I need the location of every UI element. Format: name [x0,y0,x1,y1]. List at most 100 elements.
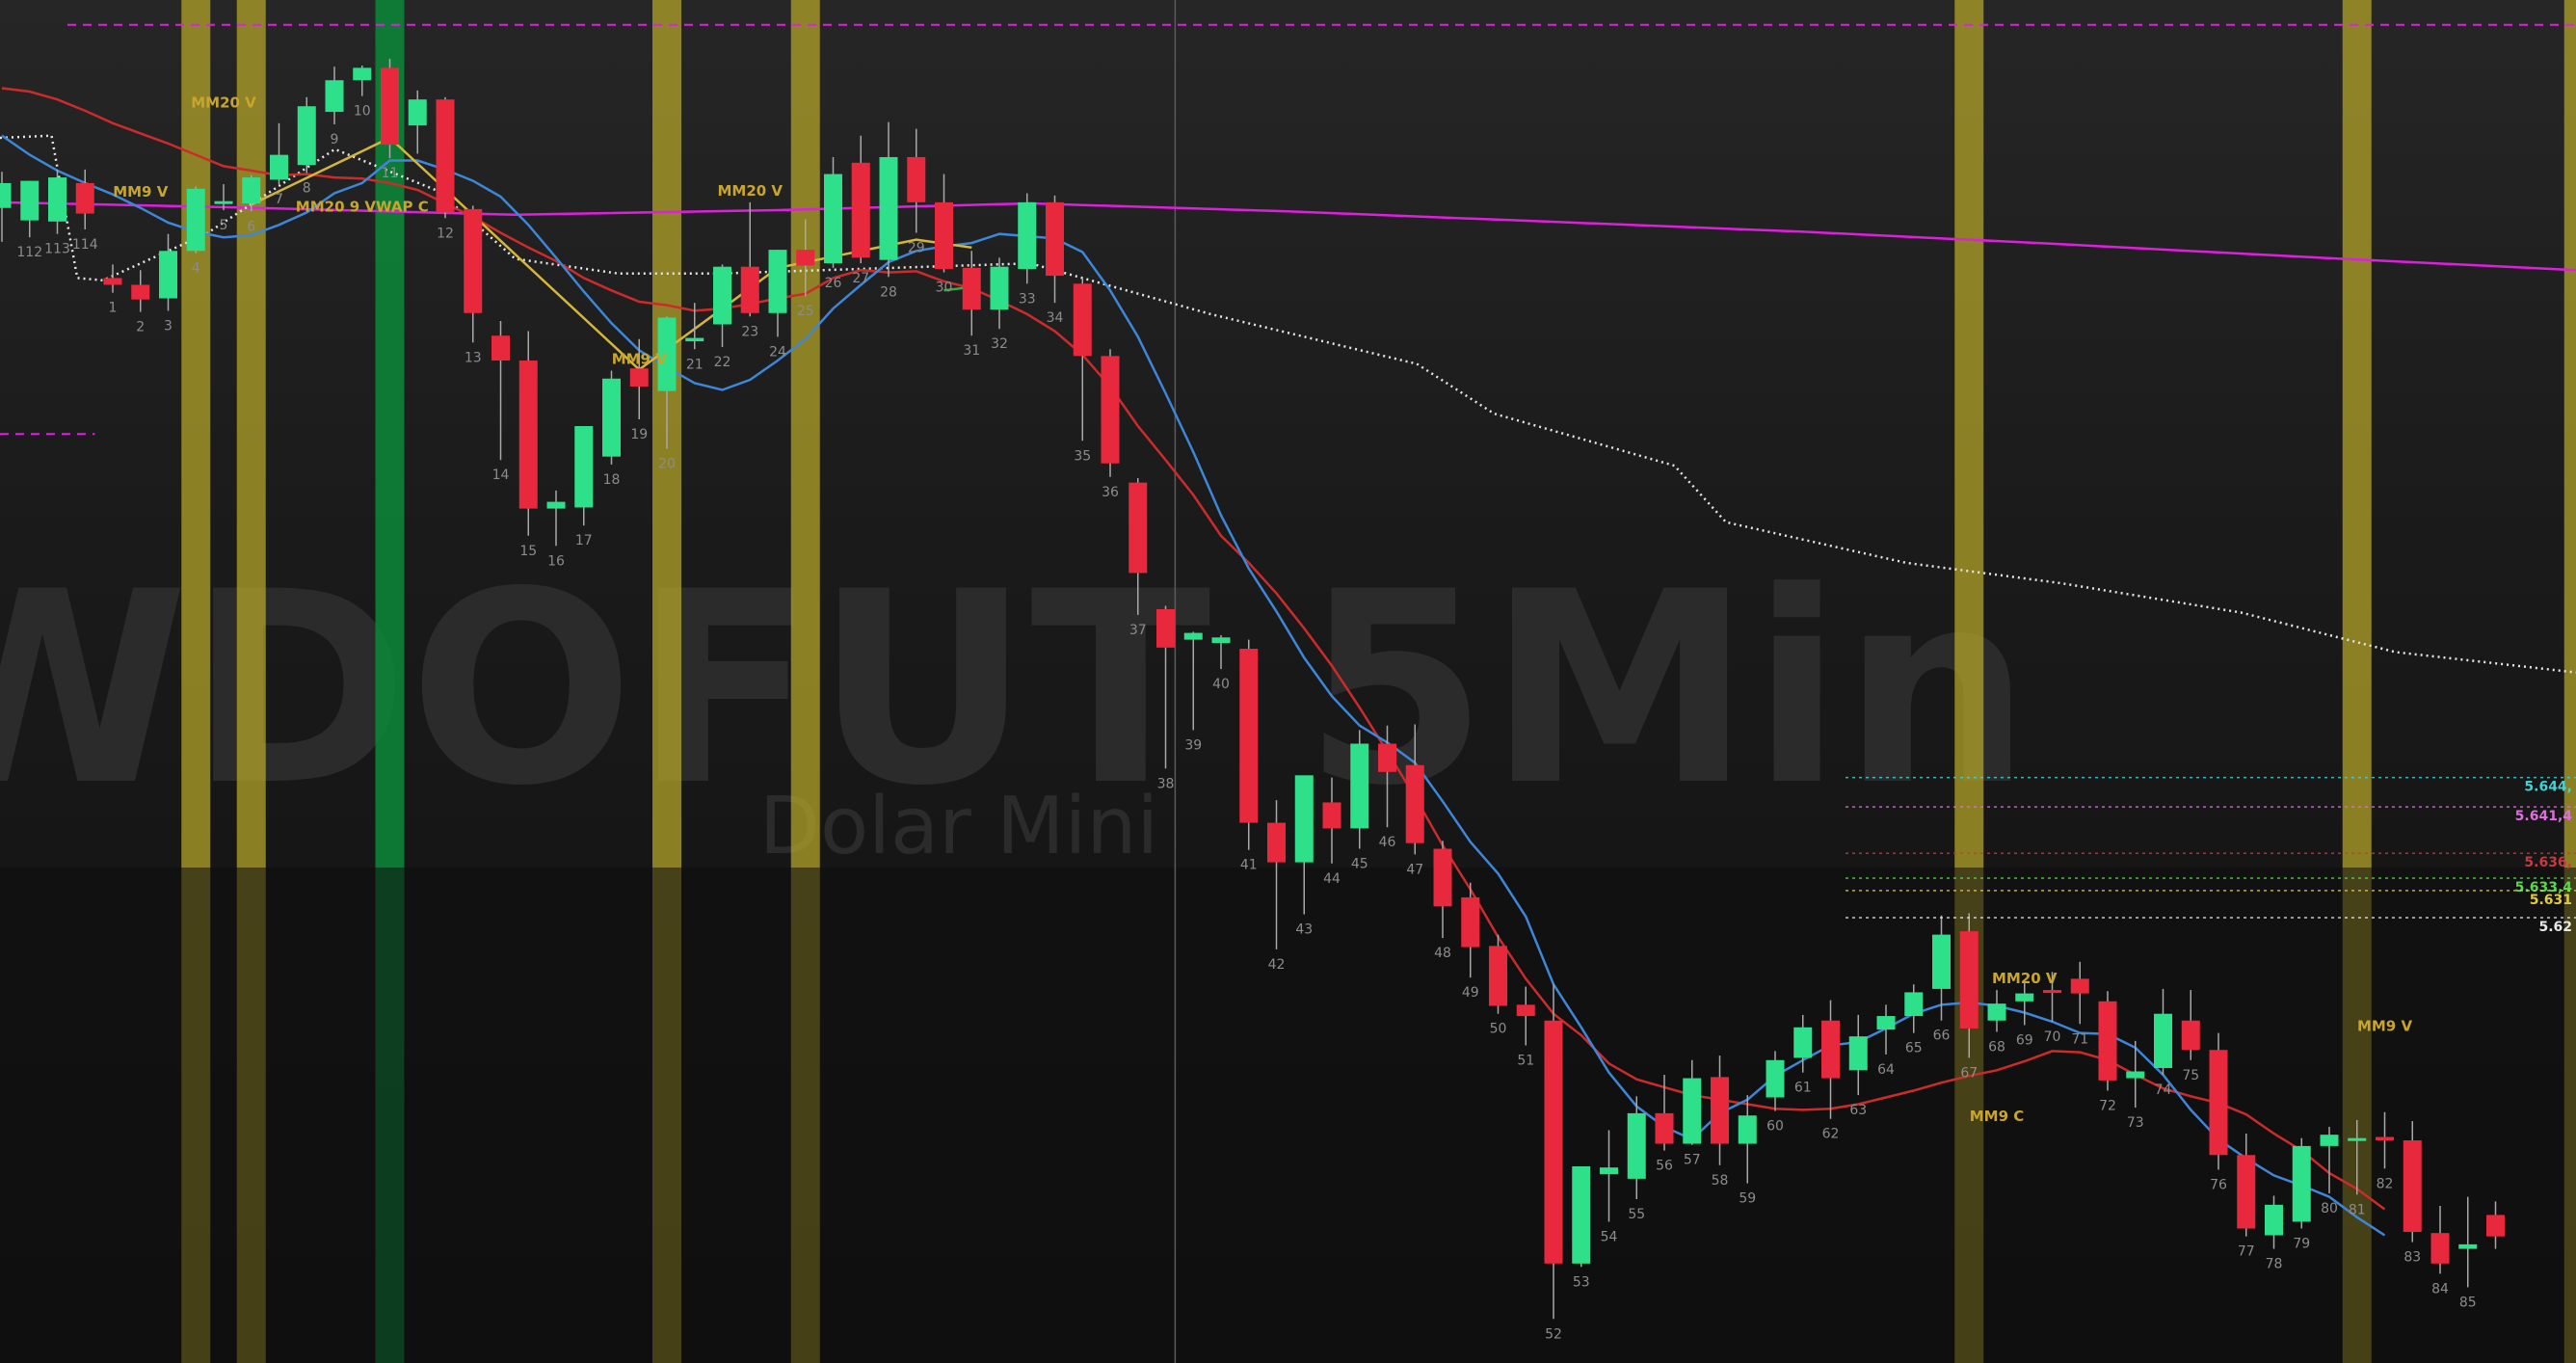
mm20-line [1,87,2386,1211]
candle-114 [75,169,94,230]
candle-31 [962,251,981,336]
candle-body [2320,1135,2339,1146]
candle-body [2181,1020,2200,1051]
candle-number-29: 29 [908,241,925,256]
candle-72 [2098,991,2117,1091]
candle-47 [1405,724,1424,855]
candle-body [1821,1020,1840,1079]
candle-body [1793,1027,1813,1058]
candle-number-72: 72 [2099,1098,2116,1113]
candle-45 [1350,730,1369,849]
candle-body [186,188,205,252]
candle-44 [1322,777,1341,864]
candle-body [1433,848,1452,907]
candle-number-71: 71 [2071,1031,2088,1047]
candle-body [1516,1004,1535,1017]
candle-10 [353,66,372,96]
candles[interactable] [0,58,2505,1320]
candle-number-77: 77 [2238,1244,2255,1260]
candle-number-25: 25 [797,304,814,319]
candle-number-54: 54 [1601,1229,1618,1244]
candle-extra-15 [408,90,427,154]
candle-number-12: 12 [437,226,454,241]
candle-number-62: 62 [1822,1127,1840,1142]
price-level-tag-5: 5.62 [2538,920,2572,935]
candle-number-75: 75 [2182,1068,2199,1083]
candle-2 [131,270,150,312]
vwap-line [0,200,2576,272]
candle-56 [1655,1075,1674,1151]
candle-40 [1211,634,1231,670]
candle-number-76: 76 [2210,1178,2227,1193]
candle-body [48,177,66,222]
candle-29 [907,128,926,233]
candle-27 [851,135,870,264]
candle-number-31: 31 [963,343,980,359]
candle-number-1: 1 [109,301,118,316]
candle-body [1655,1112,1674,1144]
candle-body [740,266,759,313]
candle-number-53: 53 [1573,1274,1590,1290]
candle-number-70: 70 [2044,1029,2061,1045]
candle-number-19: 19 [630,427,648,442]
candle-83 [2403,1121,2422,1243]
candle-number-50: 50 [1490,1022,1507,1037]
candle-number-34: 34 [1047,310,1064,326]
candle-body [1073,283,1092,357]
candle-70 [2043,972,2061,1022]
candle-body [879,156,898,260]
candle-33 [1018,193,1037,284]
candle-58 [1711,1056,1729,1165]
candle-number-59: 59 [1739,1191,1756,1207]
signal-label-1: MM9 V [113,183,169,200]
candle-body [2486,1215,2505,1237]
candle-number-9: 9 [331,132,339,147]
candle-extra-0 [0,172,12,242]
candle-body [1683,1078,1702,1144]
candle-34 [1046,195,1064,304]
candle-number-61: 61 [1794,1081,1812,1096]
candle-113 [48,169,66,234]
candle-number-60: 60 [1766,1119,1784,1135]
signal-label-7: MM9 V [2357,1017,2413,1034]
candle-body [1904,992,1924,1017]
candle-19 [629,338,649,419]
candle-body [75,182,94,214]
price-level-tag-1: 5.641,4 [2515,809,2573,824]
candle-50 [1489,934,1507,1014]
candle-body [574,426,594,508]
candle-number-20: 20 [658,456,676,471]
candle-57 [1683,1059,1702,1145]
candle-18 [602,370,621,465]
candle-body [464,208,483,313]
candle-body [1600,1167,1618,1175]
candle-body [935,201,953,270]
candle-number-38: 38 [1157,776,1175,791]
price-level-tag-3: 5.633,4 [2515,880,2573,895]
candle-number-27: 27 [852,271,869,286]
candle-body [629,368,649,387]
candle-number-48: 48 [1434,946,1451,961]
candle-8 [297,96,316,174]
signal-label-4: MM9 V [612,351,668,368]
candle-84 [2430,1206,2450,1274]
candle-body [1959,931,1978,1029]
candle-49 [1461,882,1480,978]
mm9-line [1,134,2386,1237]
candle-75 [2181,990,2200,1060]
candle-85 [2458,1196,2478,1288]
signal-label-2: MM20 9 VWAP C [296,198,429,215]
candle-number-5: 5 [220,218,228,233]
candle-body [2430,1233,2450,1264]
candle-number-23: 23 [741,324,758,339]
candle-number-37: 37 [1129,623,1147,638]
candle-body [1350,743,1369,829]
candle-6 [242,174,261,212]
candle-number-7: 7 [275,192,283,207]
candle-3 [159,233,177,311]
candle-number-55: 55 [1628,1207,1645,1222]
candle-number-112: 112 [16,245,42,260]
watermark: WDOFUT 5Min Dolar Mini [0,535,2031,872]
